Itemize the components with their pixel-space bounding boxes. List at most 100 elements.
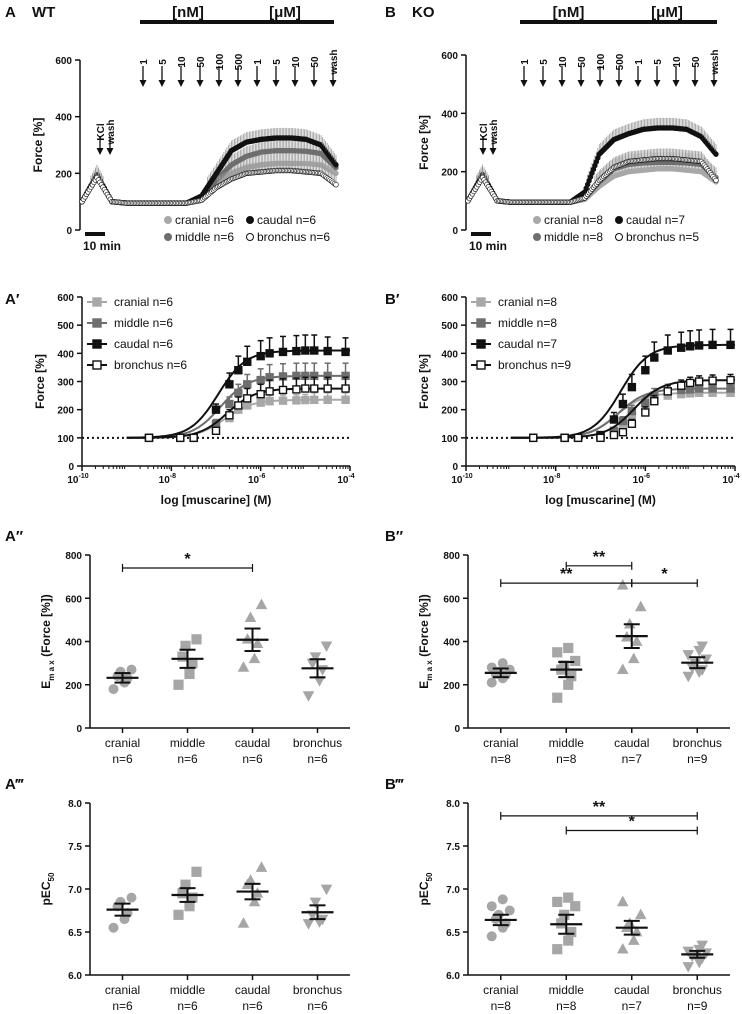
data-point — [323, 346, 332, 356]
addition-arrow-head — [539, 80, 547, 87]
data-point — [609, 430, 619, 440]
addition-arrow-head — [691, 80, 699, 87]
x-tick-label: 10-10 — [67, 473, 88, 486]
data-point — [225, 411, 234, 420]
addition-arrow-head — [615, 80, 623, 87]
data-point — [677, 381, 686, 390]
data-point — [650, 353, 659, 362]
data-point — [320, 641, 333, 653]
legend-marker — [476, 339, 486, 349]
data-point — [184, 668, 195, 680]
data-point — [243, 394, 252, 403]
addition-label: 1 — [634, 59, 645, 65]
y-tick-label: 400 — [57, 349, 74, 360]
series-bronchus — [126, 376, 350, 443]
addition-label: 1 — [520, 59, 531, 65]
group-bronchus — [681, 641, 714, 683]
data-point — [694, 341, 704, 350]
data-point — [265, 387, 274, 396]
kcl-label: KCl — [479, 123, 490, 140]
data-point — [641, 408, 650, 417]
data-point — [504, 905, 515, 916]
data-point — [634, 908, 647, 920]
kcl-label: wash — [489, 119, 500, 145]
scale-bar-label: 10 min — [83, 239, 121, 253]
y-tick-label: 600 — [441, 51, 458, 62]
data-point — [341, 384, 350, 393]
data-point — [265, 397, 274, 406]
addition-arrow-head — [234, 80, 242, 87]
legend-label: middle n=6 — [114, 316, 173, 330]
data-point — [310, 384, 319, 393]
data-point — [616, 895, 629, 907]
data-point — [255, 598, 268, 610]
data-point — [108, 684, 119, 695]
addition-label: wash — [710, 49, 721, 75]
data-point — [323, 384, 332, 393]
category-label: caudal — [614, 983, 649, 997]
addition-arrow-head — [596, 80, 604, 87]
data-point — [292, 396, 301, 405]
y-tick-label: 400 — [55, 113, 72, 124]
category-label: bronchus — [673, 736, 722, 750]
addition-label: 100 — [596, 53, 607, 70]
x-axis-label: log [muscarine] (M) — [161, 493, 272, 507]
legend-marker — [533, 233, 541, 241]
panel-label: A — [5, 4, 16, 21]
legend-marker — [476, 318, 486, 328]
data-point — [486, 931, 497, 942]
n-label: n=9 — [687, 752, 708, 766]
group-bronchus — [301, 641, 334, 702]
data-point — [685, 342, 695, 351]
legend-marker — [476, 297, 486, 307]
data-point — [708, 376, 717, 385]
data-point — [682, 650, 695, 661]
addition-label: 5 — [539, 59, 550, 65]
category-label: bronchus — [293, 983, 342, 997]
legend-marker — [246, 216, 254, 224]
data-point — [241, 633, 254, 644]
addition-arrow-head — [310, 80, 318, 87]
data-point — [237, 661, 250, 672]
category-label: bronchus — [293, 736, 342, 750]
category-label: cranial — [483, 736, 518, 750]
addition-arrow-head — [139, 80, 147, 87]
data-point — [726, 375, 735, 385]
y-tick-label: 8.0 — [68, 799, 82, 810]
addition-arrow-head — [558, 80, 566, 87]
data-point — [552, 944, 563, 955]
crc-panel-A1: A′ 0 100 200 300 400 500 600 10-10 10-8 10-6 10-4 lo… — [5, 291, 355, 507]
data-point — [310, 395, 319, 405]
data-point — [627, 382, 637, 392]
data-point — [256, 389, 265, 399]
significance-label: ** — [593, 549, 606, 566]
data-point — [256, 375, 265, 385]
data-point — [173, 679, 184, 690]
data-point — [251, 637, 264, 648]
significance-label: * — [629, 814, 636, 831]
y-axis-label: pEC50 — [39, 872, 56, 905]
x-tick-label: 10-10 — [451, 473, 472, 486]
data-point — [708, 384, 717, 393]
kcl-arrow-head — [96, 148, 104, 155]
data-point — [486, 901, 497, 912]
legend-label: bronchus n=6 — [257, 230, 330, 244]
data-point — [225, 380, 234, 389]
data-point — [320, 884, 333, 896]
group-middle — [171, 634, 204, 690]
data-point — [309, 652, 322, 663]
addition-label: 5 — [653, 59, 664, 65]
category-label: middle — [170, 736, 206, 750]
y-tick-label: 600 — [443, 594, 460, 605]
group-cranial — [106, 892, 139, 933]
addition-arrow-head — [253, 80, 261, 87]
data-point — [115, 896, 126, 907]
x-tick-label: 10-8 — [159, 473, 176, 486]
data-point — [685, 378, 695, 388]
legend-marker — [92, 339, 102, 349]
crc-panel-B1: B′ 0 100 200 300 400 500 600 10-10 10-8 10-6 10-4 lo… — [385, 291, 740, 507]
addition-arrow-head — [577, 80, 585, 87]
legend-label: bronchus n=9 — [498, 358, 571, 372]
x-tick-label: 10-4 — [337, 473, 354, 486]
